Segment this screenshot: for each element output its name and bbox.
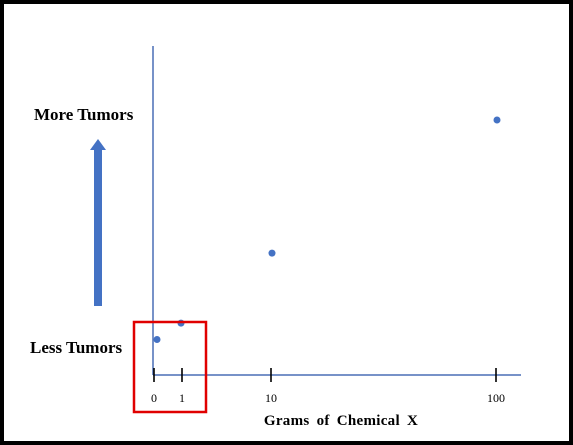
data-point-100 (493, 116, 501, 124)
up-arrow-shaft (94, 150, 102, 306)
scatter-chart: More Tumors Less Tumors 0 1 10 100 Grams of… (30, 46, 521, 429)
x-tick-label-0: 0 (151, 391, 157, 405)
x-tick-label-10: 10 (265, 391, 277, 405)
up-arrow-head (90, 139, 106, 150)
x-ticks (153, 368, 497, 382)
data-points (153, 116, 501, 343)
data-point-0 (153, 335, 161, 343)
x-axis-title: Grams of Chemical X (264, 413, 418, 429)
x-tick-labels: 0 1 10 100 (151, 391, 505, 405)
x-tick-label-100: 100 (487, 391, 505, 405)
more-tumors-label: More Tumors (34, 105, 134, 124)
less-tumors-label: Less Tumors (30, 338, 122, 357)
up-arrow-icon (90, 139, 106, 306)
highlight-box (132, 320, 208, 414)
chart-frame: More Tumors Less Tumors 0 1 10 100 Grams of… (4, 4, 569, 441)
data-point-10 (268, 249, 276, 257)
x-tick-label-1: 1 (179, 391, 185, 405)
